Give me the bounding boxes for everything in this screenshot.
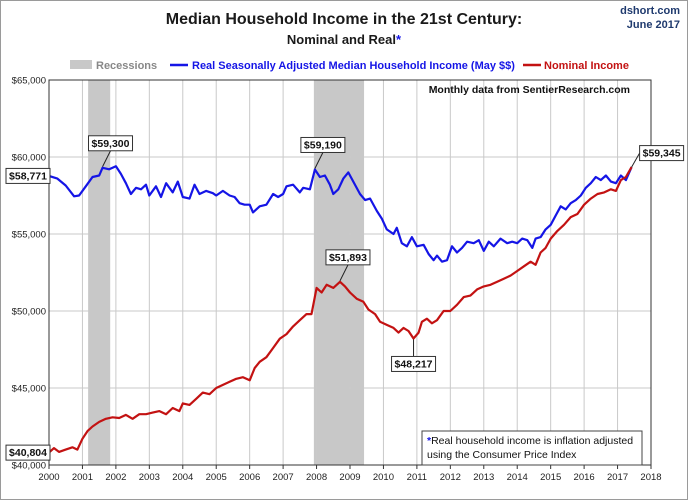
callout-leader <box>631 152 641 168</box>
callout-leader <box>339 264 349 282</box>
x-tick-label: 2001 <box>72 472 93 483</box>
y-tick-label: $50,000 <box>12 307 46 318</box>
legend-recession-swatch <box>70 60 92 69</box>
callout: $59,300 <box>88 135 134 168</box>
callout: $59,190 <box>300 136 346 169</box>
callout: $51,893 <box>325 249 371 282</box>
callout-box <box>639 145 685 162</box>
credit-site: dshort.com <box>620 5 680 17</box>
x-tick-label: 2011 <box>407 472 427 483</box>
series-line-real <box>48 165 633 263</box>
callout-label: $59,345 <box>643 148 681 160</box>
y-tick-label: $55,000 <box>12 230 46 241</box>
footnote-star: * <box>427 435 432 447</box>
callout-box <box>391 355 437 372</box>
x-tick-label: 2017 <box>607 472 628 483</box>
legend-real-label: Real Seasonally Adjusted Median Househol… <box>192 60 515 72</box>
callout-box <box>300 136 346 153</box>
x-tick-label: 2004 <box>172 472 193 483</box>
credit-date: June 2017 <box>627 19 680 31</box>
x-tick-label: 2016 <box>574 472 595 483</box>
callout-label: $40,804 <box>9 447 47 459</box>
footnote-frame <box>421 430 643 466</box>
x-tick-label: 2018 <box>640 472 661 483</box>
callout-box <box>5 444 51 461</box>
x-tick-label: 2012 <box>440 472 461 483</box>
y-tick-label: $45,000 <box>12 384 46 395</box>
gridlines <box>49 80 651 465</box>
x-tick-label: 2015 <box>540 472 561 483</box>
x-tick-label: 2014 <box>507 472 528 483</box>
chart-subtitle-star: * <box>396 32 402 47</box>
callout-box <box>88 135 134 152</box>
callout-label: $51,893 <box>329 252 367 264</box>
callout-box <box>325 249 371 266</box>
legend-recessions-label: Recessions <box>96 60 157 72</box>
callout-label: $59,190 <box>304 139 342 151</box>
callout: $48,217 <box>391 339 437 372</box>
x-tick-label: 2003 <box>139 472 160 483</box>
x-tick-label: 2007 <box>273 472 294 483</box>
footnote-box: *Real household income is inflation adju… <box>421 430 643 466</box>
callout: $40,804 <box>5 444 51 461</box>
callout-label: $58,771 <box>9 170 47 182</box>
chart-subtitle: Nominal and Real* <box>287 32 402 47</box>
x-tick-label: 2010 <box>373 472 394 483</box>
source-note: Monthly data from SentierResearch.com <box>429 84 630 96</box>
legend-nominal-label: Nominal Income <box>544 60 629 72</box>
chart-title: Median Household Income in the 21st Cent… <box>166 11 523 28</box>
y-tick-label: $40,000 <box>12 461 46 472</box>
chart-subtitle-text: Nominal and Real <box>287 32 396 47</box>
footnote-line1-text: Real household income is inflation adjus… <box>431 435 633 447</box>
callout: $58,771 <box>5 167 51 184</box>
series-lines <box>48 165 633 454</box>
x-tick-label: 2006 <box>239 472 260 483</box>
callout: $59,345 <box>631 145 685 168</box>
y-tick-label: $65,000 <box>12 76 46 87</box>
footnote-line2: using the Consumer Price Index <box>427 449 577 461</box>
callout-leader <box>102 150 111 168</box>
series-line-nominal <box>48 166 633 454</box>
y-tick-label: $60,000 <box>12 153 46 164</box>
y-axis: $40,000 $45,000 $50,000 $55,000 $60,000 $65,0… <box>12 76 46 472</box>
x-tick-label: 2005 <box>206 472 227 483</box>
x-tick-label: 2009 <box>339 472 360 483</box>
x-tick-label: 2013 <box>473 472 494 483</box>
callout-label: $48,217 <box>395 358 433 370</box>
legend: Recessions Real Seasonally Adjusted Medi… <box>70 60 629 72</box>
annotations: $58,771 $59,300 $59,190 $51,893 $48,217 $59,3… <box>5 135 685 461</box>
x-tick-label: 2008 <box>306 472 327 483</box>
callout-leader <box>314 152 324 169</box>
footnote-line1: *Real household income is inflation adju… <box>427 435 633 447</box>
callout-box <box>5 167 51 184</box>
callout-label: $59,300 <box>92 138 130 150</box>
x-axis: 2000 2001 2002 2003 2004 2005 2006 2007 2008 2009… <box>38 465 662 483</box>
x-tick-label: 2000 <box>38 472 59 483</box>
x-tick-label: 2002 <box>105 472 126 483</box>
